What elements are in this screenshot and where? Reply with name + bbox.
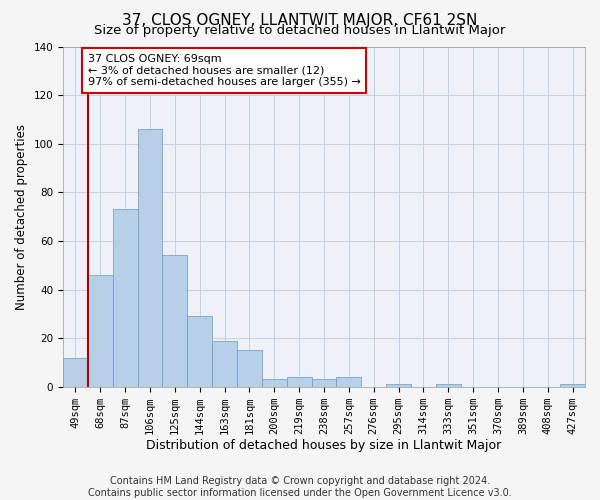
Bar [88,275,113,386]
Bar [187,316,212,386]
Bar [337,377,361,386]
Text: 37 CLOS OGNEY: 69sqm
← 3% of detached houses are smaller (12)
97% of semi-detach: 37 CLOS OGNEY: 69sqm ← 3% of detached ho… [88,54,361,87]
Text: Size of property relative to detached houses in Llantwit Major: Size of property relative to detached ho… [94,24,506,37]
Y-axis label: Number of detached properties: Number of detached properties [15,124,28,310]
Text: Contains HM Land Registry data © Crown copyright and database right 2024.
Contai: Contains HM Land Registry data © Crown c… [88,476,512,498]
Bar [113,210,137,386]
Bar [287,377,311,386]
Bar [560,384,585,386]
Text: 37, CLOS OGNEY, LLANTWIT MAJOR, CF61 2SN: 37, CLOS OGNEY, LLANTWIT MAJOR, CF61 2SN [122,12,478,28]
Bar [386,384,411,386]
Bar [436,384,461,386]
Bar [237,350,262,386]
Bar [137,129,163,386]
Bar [163,256,187,386]
Bar [311,380,337,386]
Bar [262,380,287,386]
Bar [63,358,88,386]
X-axis label: Distribution of detached houses by size in Llantwit Major: Distribution of detached houses by size … [146,440,502,452]
Bar [212,340,237,386]
